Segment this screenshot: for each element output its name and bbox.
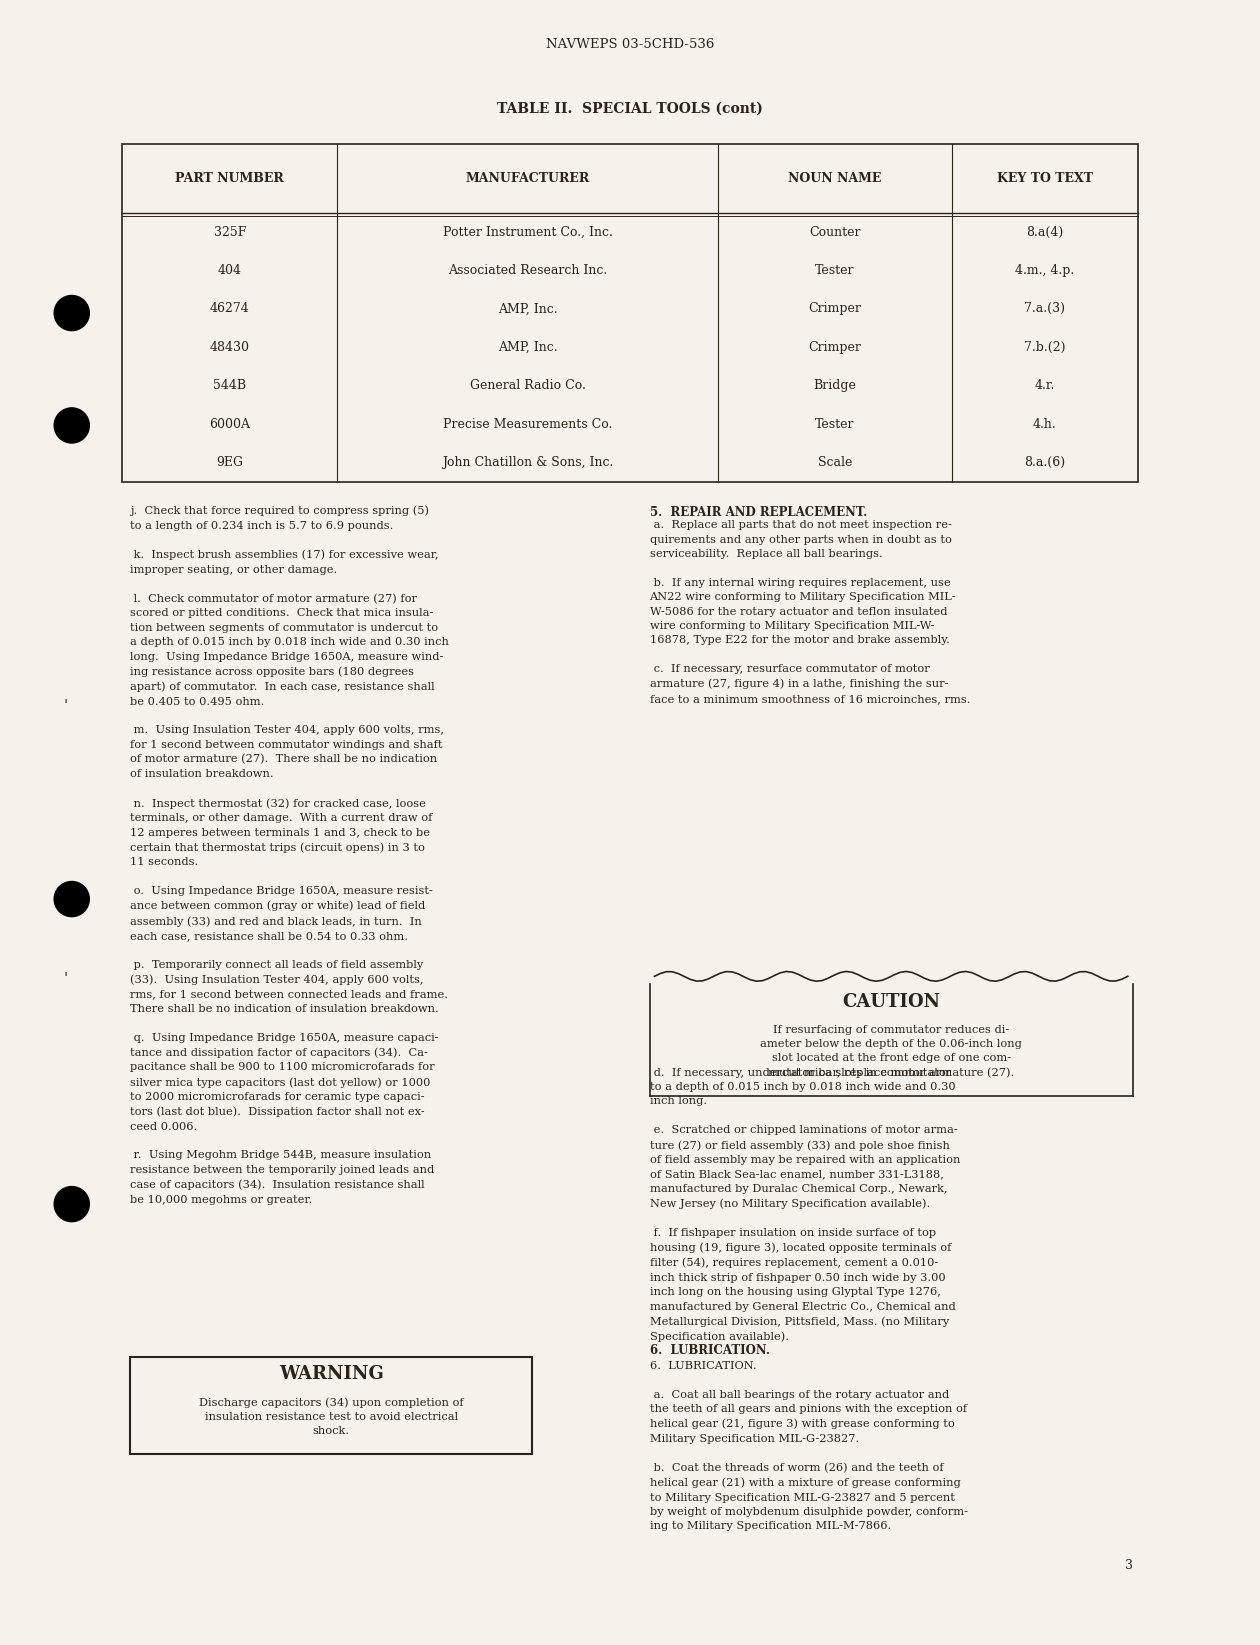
Text: 4.r.: 4.r. — [1034, 378, 1055, 392]
Text: General Radio Co.: General Radio Co. — [470, 378, 586, 392]
Text: CAUTION: CAUTION — [842, 992, 940, 1010]
Text: 4.m., 4.p.: 4.m., 4.p. — [1016, 263, 1075, 276]
Text: PART NUMBER: PART NUMBER — [175, 173, 285, 186]
Text: 48430: 48430 — [210, 341, 249, 354]
Circle shape — [54, 408, 89, 443]
Text: 325F: 325F — [214, 225, 246, 239]
Bar — [130, 1357, 533, 1454]
Text: AMP, Inc.: AMP, Inc. — [498, 341, 557, 354]
Text: NAVWEPS 03-5CHD-536: NAVWEPS 03-5CHD-536 — [546, 38, 714, 51]
Circle shape — [54, 1186, 89, 1222]
Text: Potter Instrument Co., Inc.: Potter Instrument Co., Inc. — [442, 225, 612, 239]
Text: WARNING: WARNING — [278, 1365, 384, 1383]
Text: 7.a.(3): 7.a.(3) — [1024, 303, 1065, 316]
Text: NOUN NAME: NOUN NAME — [789, 173, 882, 186]
Text: 8.a.(6): 8.a.(6) — [1024, 456, 1066, 469]
Text: Precise Measurements Co.: Precise Measurements Co. — [442, 418, 612, 431]
Text: ': ' — [64, 699, 68, 714]
Text: John Chatillon & Sons, Inc.: John Chatillon & Sons, Inc. — [442, 456, 614, 469]
Text: Crimper: Crimper — [809, 341, 862, 354]
Text: TABLE II.  SPECIAL TOOLS (cont): TABLE II. SPECIAL TOOLS (cont) — [496, 102, 764, 117]
Text: Scale: Scale — [818, 456, 852, 469]
Text: j.  Check that force required to compress spring (5)
to a length of 0.234 inch i: j. Check that force required to compress… — [130, 505, 449, 1204]
Circle shape — [54, 882, 89, 916]
Text: 4.h.: 4.h. — [1033, 418, 1057, 431]
Text: 6000A: 6000A — [209, 418, 251, 431]
Text: Counter: Counter — [809, 225, 861, 239]
Text: 46274: 46274 — [210, 303, 249, 316]
Text: 8.a(4): 8.a(4) — [1026, 225, 1063, 239]
Text: 5.  REPAIR AND REPLACEMENT.: 5. REPAIR AND REPLACEMENT. — [649, 505, 867, 518]
Text: Discharge capacitors (34) upon completion of
insulation resistance test to avoid: Discharge capacitors (34) upon completio… — [199, 1398, 464, 1436]
Text: AMP, Inc.: AMP, Inc. — [498, 303, 557, 316]
Text: Associated Research Inc.: Associated Research Inc. — [447, 263, 607, 276]
Text: 6.  LUBRICATION.: 6. LUBRICATION. — [649, 1344, 770, 1357]
Text: a.  Replace all parts that do not meet inspection re-
quirements and any other p: a. Replace all parts that do not meet in… — [649, 505, 970, 704]
Text: MANUFACTURER: MANUFACTURER — [465, 173, 590, 186]
Text: 544B: 544B — [213, 378, 247, 392]
Text: Bridge: Bridge — [814, 378, 857, 392]
Text: 9EG: 9EG — [217, 456, 243, 469]
Text: 404: 404 — [218, 263, 242, 276]
Text: ': ' — [64, 972, 68, 987]
Text: KEY TO TEXT: KEY TO TEXT — [997, 173, 1092, 186]
Bar — [122, 145, 1138, 482]
Text: Tester: Tester — [815, 418, 854, 431]
Circle shape — [54, 296, 89, 331]
Text: 3: 3 — [1125, 1559, 1133, 1573]
Text: d.  If necessary, undercut mica slots in commutator
to a depth of 0.015 inch by : d. If necessary, undercut mica slots in … — [649, 1068, 968, 1531]
Text: Crimper: Crimper — [809, 303, 862, 316]
Text: Tester: Tester — [815, 263, 854, 276]
Text: If resurfacing of commutator reduces di-
ameter below the depth of the 0.06-inch: If resurfacing of commutator reduces di-… — [760, 1025, 1022, 1077]
Text: 7.b.(2): 7.b.(2) — [1024, 341, 1066, 354]
